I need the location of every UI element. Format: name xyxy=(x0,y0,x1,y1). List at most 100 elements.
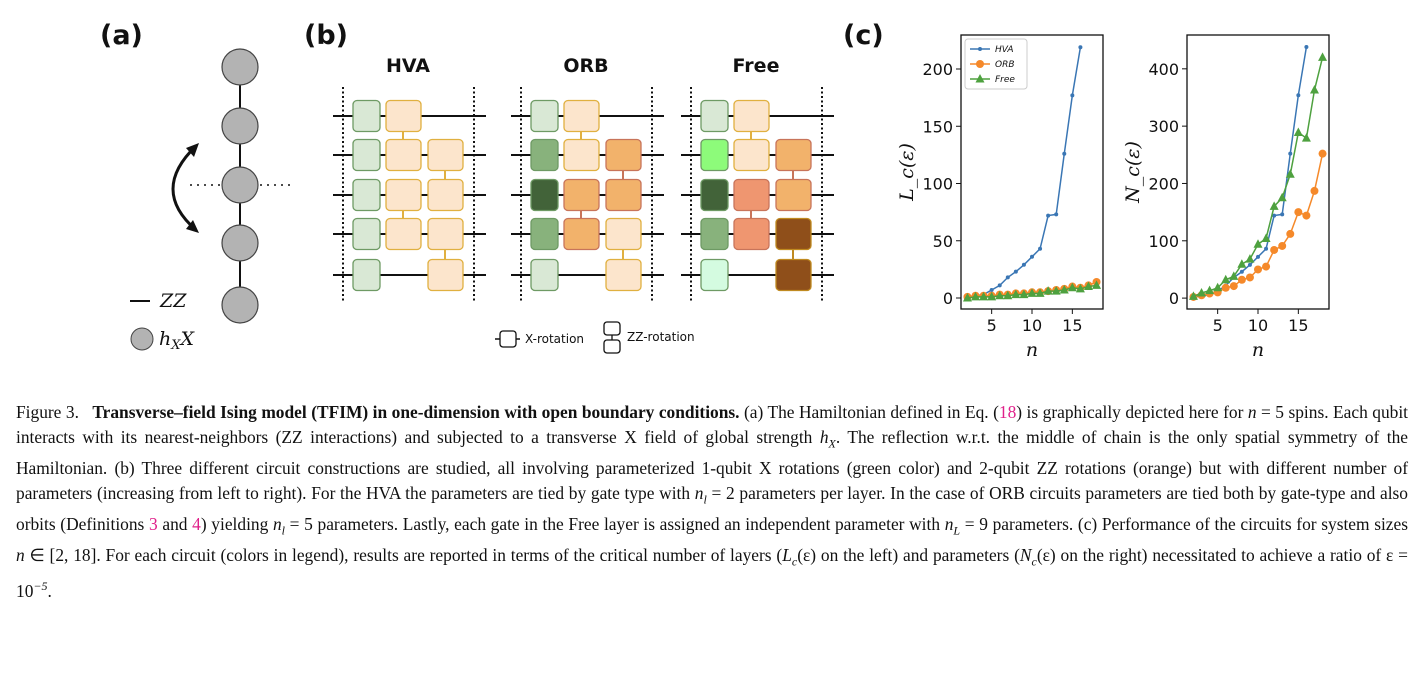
x-tick-label: 10 xyxy=(1248,316,1268,335)
circuit-title: HVA xyxy=(386,55,430,77)
caption-text: n xyxy=(272,513,282,534)
zz-rotation-gate xyxy=(775,258,812,292)
zz-rotation-gate xyxy=(427,258,464,292)
zz-rotation-gate xyxy=(385,217,422,251)
circuit-title: ORB xyxy=(563,55,608,77)
caption-text: L xyxy=(953,523,961,538)
zz-rotation-gate xyxy=(563,217,600,251)
data-point xyxy=(1035,288,1045,297)
data-point xyxy=(1083,281,1093,291)
circuit-hva: HVA xyxy=(333,55,486,302)
data-point xyxy=(1051,286,1061,295)
caption-label: Figure 3. xyxy=(16,402,79,422)
x-rotation-gate xyxy=(530,178,559,212)
data-point xyxy=(1019,289,1029,299)
legend-marker xyxy=(978,47,982,51)
caption-body: (a) The Hamiltonian defined in Eq. (18) … xyxy=(16,402,1408,601)
caption-title: Transverse–field Ising model (TFIM) in o… xyxy=(92,402,740,422)
zz-rotation-gate xyxy=(775,217,812,251)
arrowhead-icon xyxy=(186,220,199,233)
data-point xyxy=(979,291,989,301)
x-axis-label: n xyxy=(1252,339,1264,361)
legend-marker xyxy=(975,74,985,83)
spin-chain-diagram: ZZ hXX xyxy=(130,48,295,353)
data-point xyxy=(1075,283,1085,293)
zz-rotation-gate xyxy=(385,99,422,133)
circuit-title: Free xyxy=(733,55,780,77)
caption-text: −5 xyxy=(33,579,48,594)
y-tick-label: 100 xyxy=(1148,232,1179,251)
data-point xyxy=(1054,212,1059,217)
caption-text: (ε) on the right) necessitated to achiev… xyxy=(16,544,1408,601)
y-tick-label: 50 xyxy=(933,232,953,251)
data-point xyxy=(989,287,994,292)
caption-text: = 5 parameters. Lastly, each gate in the… xyxy=(285,513,945,534)
reference-link[interactable]: 4 xyxy=(192,513,201,534)
data-point xyxy=(997,283,1002,288)
zz-rotation-gate xyxy=(427,138,464,172)
data-point xyxy=(1296,93,1301,98)
gate-legend: X-rotation ZZ-rotation xyxy=(495,321,695,354)
zz-rotation-gate xyxy=(605,178,642,212)
data-point xyxy=(1030,254,1034,259)
series-orb xyxy=(1189,149,1327,301)
caption-text: n xyxy=(1247,402,1257,422)
x-tick-label: 15 xyxy=(1062,316,1082,335)
data-point xyxy=(1046,213,1051,218)
data-point xyxy=(1062,151,1067,156)
zz-rotation-gate xyxy=(733,217,770,251)
data-point xyxy=(1304,45,1309,50)
data-point xyxy=(1310,186,1319,195)
y-tick-label: 200 xyxy=(1148,174,1179,193)
zz-rotation-gate xyxy=(385,138,422,172)
data-point xyxy=(1237,259,1247,268)
caption-text: n xyxy=(694,482,704,503)
caption-text: = 9 parameters. (c) Performance of the c… xyxy=(960,513,1409,534)
data-point xyxy=(1286,229,1295,238)
caption-text: l xyxy=(281,523,286,538)
caption-text: (a) The Hamiltonian defined in Eq. ( xyxy=(739,402,999,422)
data-point xyxy=(1294,208,1303,217)
series-line xyxy=(1193,153,1324,298)
data-point xyxy=(1003,290,1013,300)
circuit-diagrams: HVA ORB Free xyxy=(333,55,834,302)
data-point xyxy=(1253,239,1263,248)
reference-link[interactable]: 18 xyxy=(998,402,1017,422)
panel-label-a: (a) xyxy=(100,20,143,51)
data-point xyxy=(1245,273,1254,282)
x-rotation-gate xyxy=(352,178,381,212)
x-rotation-gate xyxy=(700,138,729,172)
data-point xyxy=(1221,274,1231,284)
zz-rotation-gate xyxy=(733,138,770,172)
x-rotation-gate xyxy=(700,217,729,251)
data-point xyxy=(1078,45,1083,50)
data-point xyxy=(1245,254,1255,263)
data-point xyxy=(1254,265,1262,274)
figure-caption: Figure 3. Transverse–field Ising model (… xyxy=(16,400,1408,604)
x-tick-label: 5 xyxy=(987,316,997,335)
data-point xyxy=(1262,262,1271,271)
reference-link[interactable]: 3 xyxy=(148,513,158,534)
data-point xyxy=(1205,285,1215,295)
spin-node xyxy=(221,48,259,86)
data-point xyxy=(1013,269,1018,274)
circuit-orb: ORB xyxy=(511,55,664,302)
caption-text: c xyxy=(791,554,798,569)
figure-panels: (a) (b) (c) ZZ hXX HVA ORB Free X-rotation… xyxy=(100,20,1330,361)
data-point xyxy=(1067,282,1077,292)
y-tick-label: 0 xyxy=(943,289,953,308)
data-point xyxy=(1318,52,1328,61)
zz-rotation-icon-lower xyxy=(603,339,621,354)
zz-rotation-gate xyxy=(733,99,770,133)
zz-rotation-gate xyxy=(605,138,642,172)
y-tick-label: 150 xyxy=(922,117,953,136)
x-rotation-gate xyxy=(352,99,381,133)
x-rotation-gate xyxy=(700,178,729,212)
legend-zz-rotation: ZZ-rotation xyxy=(627,330,695,344)
y-tick-label: 200 xyxy=(922,60,953,79)
y-tick-label: 300 xyxy=(1148,117,1179,136)
data-point xyxy=(1221,283,1230,292)
data-point xyxy=(1278,241,1287,250)
data-point xyxy=(1277,192,1287,202)
y-tick-label: 100 xyxy=(922,175,953,194)
